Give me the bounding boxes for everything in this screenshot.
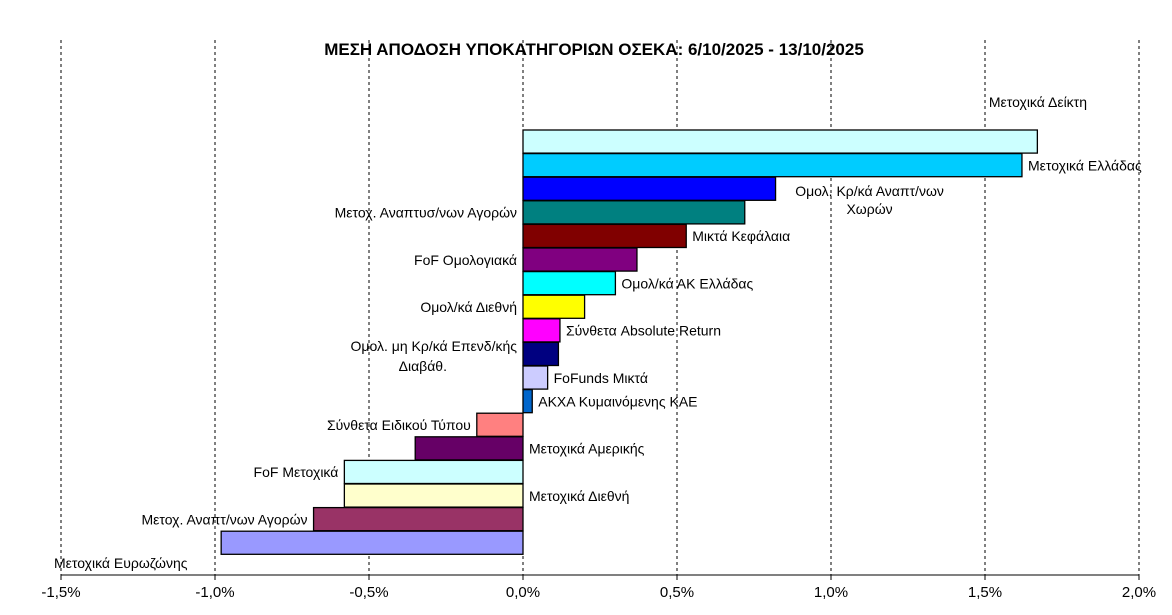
bar-label: Μετοχικά Αμερικής	[529, 441, 645, 457]
bar-labels: Μετοχικά Δείκτη Μετοχικά Ελλάδας Ομολ. Κρ/…	[54, 94, 1142, 571]
bar	[522, 223, 687, 249]
bar	[476, 412, 524, 437]
bar-label: Μετοχ. Αναπτ/νων Αγορών	[141, 511, 307, 527]
x-tick-label: -0,5%	[349, 584, 388, 601]
bar	[522, 247, 638, 272]
bar-label: Ομολ. Κρ/κά Αναπτ/νων Χωρών	[795, 183, 944, 217]
bar	[522, 152, 1023, 178]
x-tick-label: -1,0%	[195, 584, 234, 601]
bar	[343, 459, 524, 485]
bar-label: Ομολ. μη Κρ/κά Επενδ/κής Διαβάθ.	[351, 338, 518, 374]
bars	[220, 129, 1039, 555]
bar	[522, 365, 549, 390]
bar-label: Μετοχικά Διεθνή	[529, 488, 629, 504]
bar-label-line: Χωρών	[846, 201, 892, 217]
bar-label: FoFunds Μικτά	[554, 370, 648, 386]
bar	[522, 200, 746, 225]
x-tick-label: 2,0%	[1122, 584, 1156, 601]
chart-title: ΜΕΣΗ ΑΠΟΔΟΣΗ ΥΠΟΚΑΤΗΓΟΡΙΩΝ ΟΣΕΚΑ: 6/10/2…	[324, 40, 864, 59]
bar-label-line: Διαβάθ.	[399, 358, 447, 374]
bar	[414, 436, 524, 461]
bar	[522, 341, 560, 367]
x-tick-label: 0,5%	[660, 584, 694, 601]
bar-label-line: Ομολ. Κρ/κά Αναπτ/νων	[795, 183, 944, 199]
bar-label: Ομολ/κά Διεθνή	[420, 299, 517, 315]
bar-label: FoF Ομολογιακά	[414, 252, 517, 268]
bar-label: Μετοχ. Αναπτυσ/νων Αγορών	[335, 205, 517, 221]
bar	[522, 270, 617, 296]
bar	[220, 530, 524, 555]
bar	[522, 294, 586, 319]
x-tick-label: 0,0%	[506, 584, 540, 601]
bar	[312, 506, 524, 532]
bar-label: Μετοχικά Ευρωζώνης	[54, 555, 188, 571]
bar-label: Μετοχικά Δείκτη	[989, 94, 1087, 110]
bar-label: Ομολ/κά ΑΚ Ελλάδας	[621, 275, 753, 291]
bar-label: Μικτά Κεφάλαια	[692, 228, 790, 244]
bar	[522, 388, 533, 414]
bar-label: Μετοχικά Ελλάδας	[1028, 157, 1142, 173]
bar	[522, 318, 561, 343]
bar	[343, 483, 524, 508]
bar-label: ΑΚΧΑ Κυμαινόμενης ΚΑΕ	[538, 393, 697, 409]
x-axis-ticks: -1,5% -1,0% -0,5% 0,0% 0,5% 1,0% 1,5% 2,0%	[41, 575, 1156, 601]
bar-label: Σύνθετα Absolute Return	[566, 323, 721, 339]
bar	[522, 129, 1039, 154]
x-tick-label: 1,0%	[814, 584, 848, 601]
bar-label: Σύνθετα Ειδικού Τύπου	[327, 417, 471, 433]
x-tick-label: 1,5%	[968, 584, 1002, 601]
bar-label: FoF Μετοχικά	[254, 464, 339, 480]
bar-label-line: Ομολ. μη Κρ/κά Επενδ/κής	[351, 338, 518, 354]
x-tick-label: -1,5%	[41, 584, 80, 601]
bar	[522, 176, 777, 201]
